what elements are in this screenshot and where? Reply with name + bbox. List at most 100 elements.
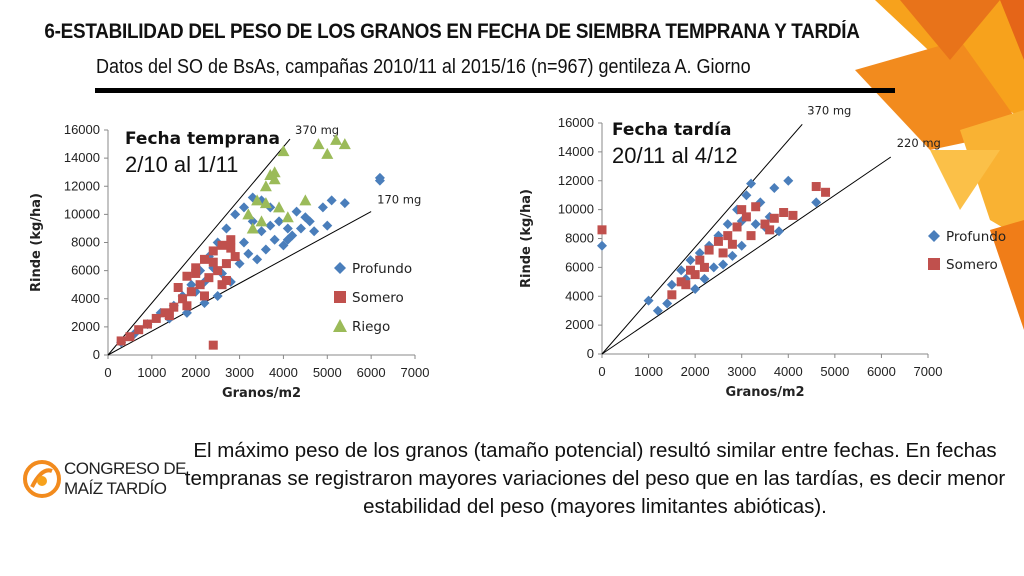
data-point xyxy=(282,234,293,245)
data-point xyxy=(713,236,723,246)
data-point xyxy=(221,275,231,285)
reference-line xyxy=(107,211,372,356)
y-tick-label: 6000 xyxy=(565,259,594,274)
chart-subtitle: 2/10 al 1/11 xyxy=(125,152,238,177)
data-point xyxy=(273,201,286,213)
data-point xyxy=(234,258,245,269)
legend-marker-riego xyxy=(333,319,347,332)
logo-line1: CONGRESO DE xyxy=(64,459,187,478)
data-point xyxy=(178,294,188,304)
data-point xyxy=(704,245,714,255)
y-tick-label: 10000 xyxy=(558,202,594,217)
data-point xyxy=(142,319,152,329)
data-point xyxy=(260,244,271,255)
y-tick-label: 0 xyxy=(587,346,594,361)
x-tick-label: 5000 xyxy=(820,364,849,379)
x-tick-label: 7000 xyxy=(914,364,943,379)
data-point xyxy=(699,262,709,272)
x-tick-label: 7000 xyxy=(401,365,430,380)
data-point xyxy=(317,202,328,213)
data-point xyxy=(116,336,126,346)
data-point xyxy=(821,187,831,197)
y-tick-label: 8000 xyxy=(565,231,594,246)
data-point xyxy=(277,145,290,157)
reference-line xyxy=(601,123,803,355)
y-tick-label: 12000 xyxy=(64,178,100,193)
data-point xyxy=(252,254,263,265)
data-point xyxy=(694,247,705,258)
orange-facet xyxy=(1000,0,1024,60)
data-point xyxy=(221,223,232,234)
data-point xyxy=(681,280,691,290)
data-point xyxy=(304,216,315,227)
legend-label: Profundo xyxy=(352,261,412,277)
data-point xyxy=(299,194,312,206)
data-point xyxy=(741,212,751,222)
data-point xyxy=(338,138,351,150)
data-point xyxy=(238,237,249,248)
data-point xyxy=(321,147,334,159)
x-tick-label: 4000 xyxy=(774,364,803,379)
data-point xyxy=(182,301,192,311)
legend-label: Riego xyxy=(352,319,390,335)
data-point xyxy=(690,284,701,295)
title-divider xyxy=(95,88,895,93)
data-point xyxy=(208,340,218,350)
data-point xyxy=(769,213,779,223)
scatter-chart-late: 0 2000 4000 6000 8000 10000 12000 14000 16000 0 10… xyxy=(519,105,1006,400)
x-tick-label: 2000 xyxy=(681,364,710,379)
data-point xyxy=(195,280,205,290)
data-point xyxy=(191,263,201,273)
data-point xyxy=(151,313,161,323)
data-point xyxy=(722,219,733,230)
data-point xyxy=(186,287,196,297)
x-tick-label: 6000 xyxy=(357,365,386,380)
data-point xyxy=(755,197,766,208)
data-point xyxy=(732,222,742,232)
chart-title: Fecha temprana xyxy=(125,129,280,149)
data-point xyxy=(264,169,277,180)
data-point xyxy=(204,273,214,283)
data-point xyxy=(212,290,223,301)
reference-line xyxy=(601,156,892,355)
legend-marker-somero xyxy=(334,291,346,303)
congress-logo: CONGRESO DE MAÍZ TARDÍO xyxy=(20,455,190,505)
data-point xyxy=(278,240,289,251)
data-point xyxy=(221,259,231,269)
data-point xyxy=(643,295,654,306)
y-tick-label: 4000 xyxy=(71,291,100,306)
data-point xyxy=(769,182,780,193)
data-point xyxy=(779,208,789,218)
data-point xyxy=(708,262,719,273)
orange-facet xyxy=(930,150,1000,210)
data-point xyxy=(265,220,276,231)
data-point xyxy=(330,133,343,145)
y-tick-label: 2000 xyxy=(565,317,594,332)
data-point xyxy=(746,178,757,189)
data-point xyxy=(322,220,333,231)
data-point xyxy=(652,305,663,316)
data-point xyxy=(690,270,700,280)
reference-line-label: 370 mg xyxy=(807,105,851,117)
y-axis-label: Rinde (kg/ha) xyxy=(29,193,44,292)
corn-logo-icon xyxy=(23,460,61,498)
y-tick-label: 8000 xyxy=(71,235,100,250)
reference-line-label: 170 mg xyxy=(377,193,421,207)
data-point xyxy=(676,265,687,276)
y-tick-label: 14000 xyxy=(558,144,594,159)
data-point xyxy=(699,273,710,284)
data-point xyxy=(242,208,255,220)
data-point xyxy=(246,222,259,234)
chart-subtitle: 20/11 al 4/12 xyxy=(612,143,738,168)
y-tick-label: 10000 xyxy=(64,206,100,221)
conclusion-text: El máximo peso de los granos (tamaño pot… xyxy=(184,439,1006,518)
orange-facet xyxy=(960,110,1024,240)
data-point xyxy=(282,223,293,234)
data-point xyxy=(309,226,320,237)
data-point xyxy=(597,225,607,235)
y-tick-label: 16000 xyxy=(64,122,100,137)
data-point xyxy=(685,265,695,275)
chart-title: Fecha tardía xyxy=(612,120,731,140)
data-point xyxy=(274,216,285,227)
